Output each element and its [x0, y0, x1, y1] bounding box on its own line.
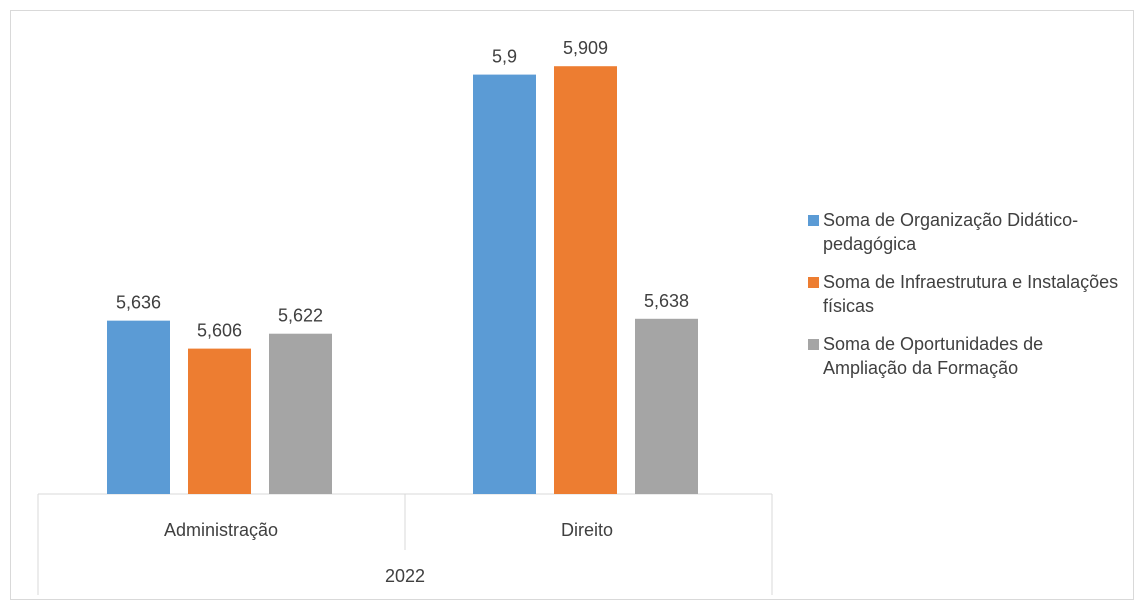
group-label-year: 2022: [385, 566, 425, 586]
bar-administracao-series-1: [107, 320, 170, 494]
legend-swatch: [808, 215, 819, 226]
legend-swatch: [808, 339, 819, 350]
data-label: 5,638: [644, 291, 689, 311]
data-label: 5,606: [197, 321, 242, 341]
legend-item-oportunidades: Soma de Oportunidades de Ampliação da Fo…: [808, 332, 1128, 380]
legend: Soma de Organização Didático-pedagógica …: [808, 208, 1128, 394]
data-label: 5,636: [116, 293, 161, 313]
bar-administracao-series-2: [188, 348, 251, 494]
legend-label: Soma de Organização Didático-pedagógica: [823, 210, 1079, 254]
legend-label: Soma de Infraestrutura e Instalações fís…: [823, 272, 1119, 316]
data-label: 5,622: [278, 306, 323, 326]
legend-item-organizacao: Soma de Organização Didático-pedagógica: [808, 208, 1128, 256]
category-label-administracao: Administração: [164, 520, 278, 540]
bar-administracao-series-3: [269, 333, 332, 494]
legend-label: Soma de Oportunidades de Ampliação da Fo…: [823, 334, 1044, 378]
category-label-direito: Direito: [561, 520, 613, 540]
legend-item-infraestrutura: Soma de Infraestrutura e Instalações fís…: [808, 270, 1128, 318]
legend-swatch: [808, 277, 819, 288]
bar-direito-series-2: [554, 66, 617, 494]
data-label: 5,9: [492, 47, 517, 67]
bar-direito-series-1: [473, 74, 536, 494]
bar-direito-series-3: [635, 318, 698, 494]
data-label: 5,909: [563, 38, 608, 58]
